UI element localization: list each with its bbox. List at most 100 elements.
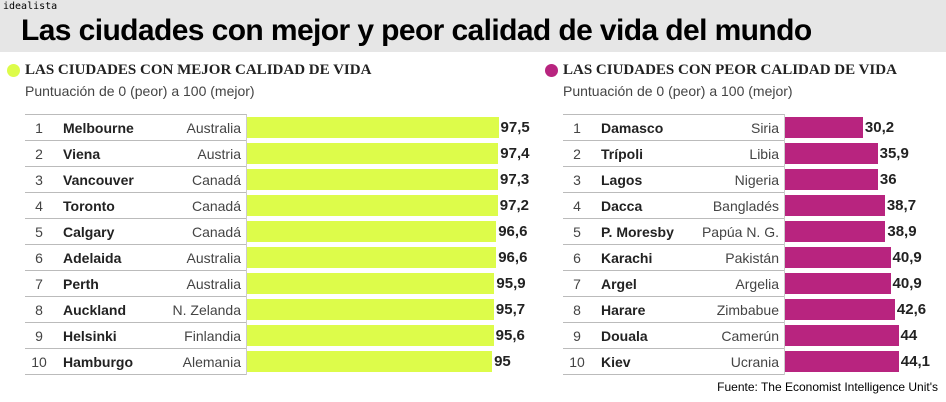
country-name: Australia bbox=[186, 276, 241, 292]
bar bbox=[785, 117, 863, 138]
value-label: 30,2 bbox=[864, 119, 895, 136]
value-label: 40,9 bbox=[892, 275, 922, 292]
rank-label: 1 bbox=[35, 120, 43, 136]
value-label: 97,4 bbox=[500, 145, 530, 162]
city-name: Damasco bbox=[601, 120, 664, 136]
bar bbox=[785, 351, 899, 372]
city-name: Douala bbox=[601, 328, 648, 344]
rank-label: 10 bbox=[31, 354, 47, 370]
value-label: 38,9 bbox=[887, 223, 917, 240]
table-row: 7 Argel Argelia bbox=[563, 271, 784, 297]
rank-label: 4 bbox=[573, 198, 581, 214]
value-label: 97,5 bbox=[500, 119, 530, 136]
rank-label: 8 bbox=[573, 302, 581, 318]
bar bbox=[785, 247, 891, 268]
rank-label: 1 bbox=[573, 120, 581, 136]
bar bbox=[785, 169, 878, 190]
panel-subtitle: Puntuación de 0 (peor) a 100 (mejor) bbox=[25, 83, 255, 99]
country-name: Argelia bbox=[735, 276, 779, 292]
rank-label: 9 bbox=[573, 328, 581, 344]
country-name: Alemania bbox=[182, 354, 241, 370]
city-name: Dacca bbox=[601, 198, 643, 214]
rank-label: 5 bbox=[573, 224, 581, 240]
table-row: 2 Viena Austria bbox=[25, 141, 246, 167]
table-row: 9 Helsinki Finlandia bbox=[25, 323, 246, 349]
bar bbox=[785, 299, 895, 320]
bar bbox=[247, 117, 499, 138]
rank-label: 2 bbox=[35, 146, 43, 162]
bar bbox=[785, 143, 878, 164]
rank-label: 6 bbox=[35, 250, 43, 266]
value-label: 36 bbox=[879, 171, 897, 188]
city-name: Argel bbox=[601, 276, 637, 292]
rank-label: 7 bbox=[35, 276, 43, 292]
table-row: 1 Damasco Siria bbox=[563, 115, 784, 141]
country-name: Zimbabue bbox=[716, 302, 779, 318]
table-row: 8 Auckland N. Zelanda bbox=[25, 297, 246, 323]
legend-dot-icon bbox=[7, 64, 20, 77]
value-label: 42,6 bbox=[896, 301, 927, 318]
bar bbox=[247, 169, 499, 190]
table-row: 10 Kiev Ucrania bbox=[563, 349, 784, 375]
table-row: 4 Dacca Bangladés bbox=[563, 193, 784, 219]
city-name: P. Moresby bbox=[601, 224, 674, 240]
rank-label: 10 bbox=[569, 354, 585, 370]
city-name: Toronto bbox=[63, 198, 115, 214]
city-name: Lagos bbox=[601, 172, 643, 188]
rank-label: 5 bbox=[35, 224, 43, 240]
country-name: Canadá bbox=[191, 198, 241, 214]
source-note: Fuente: The Economist Intelligence Unit'… bbox=[717, 380, 938, 394]
city-name: Calgary bbox=[63, 224, 115, 240]
value-label: 95 bbox=[494, 353, 511, 370]
rank-label: 4 bbox=[35, 198, 43, 214]
bar bbox=[247, 325, 494, 346]
table-row: 5 P. Moresby Papúa N. G. bbox=[563, 219, 784, 245]
table-row: 1 Melbourne Australia bbox=[25, 115, 246, 141]
value-label: 35,9 bbox=[879, 145, 909, 162]
bar bbox=[785, 195, 885, 216]
city-name: Trípoli bbox=[601, 146, 643, 162]
value-label: 44 bbox=[900, 327, 918, 344]
country-name: Pakistán bbox=[725, 250, 779, 266]
title-band bbox=[0, 0, 946, 52]
ranking-table: 1 Melbourne Australia 2 Viena Austria 3 Vancouv… bbox=[25, 114, 247, 375]
country-name: Libia bbox=[749, 146, 779, 162]
country-name: Papúa N. G. bbox=[701, 224, 779, 240]
table-row: 8 Harare Zimbabue bbox=[563, 297, 784, 323]
panel-subtitle: Puntuación de 0 (peor) a 100 (mejor) bbox=[563, 83, 793, 99]
city-name: Karachi bbox=[601, 250, 653, 266]
rank-label: 3 bbox=[35, 172, 43, 188]
table-row: 4 Toronto Canadá bbox=[25, 193, 246, 219]
value-label: 97,3 bbox=[500, 171, 530, 188]
city-name: Perth bbox=[63, 276, 99, 292]
table-row: 9 Douala Camerún bbox=[563, 323, 784, 349]
country-name: Australia bbox=[186, 250, 241, 266]
bar bbox=[247, 195, 498, 216]
country-name: Canadá bbox=[191, 172, 241, 188]
country-name: N. Zelanda bbox=[172, 302, 241, 318]
brand-logo: idealista bbox=[3, 1, 58, 12]
value-label: 40,9 bbox=[892, 249, 922, 266]
bar bbox=[785, 273, 891, 294]
rank-label: 8 bbox=[35, 302, 43, 318]
bar bbox=[247, 351, 493, 372]
table-row: 7 Perth Australia bbox=[25, 271, 246, 297]
bar bbox=[247, 247, 497, 268]
table-row: 5 Calgary Canadá bbox=[25, 219, 246, 245]
value-label: 97,2 bbox=[499, 197, 529, 214]
bar bbox=[785, 325, 899, 346]
table-row: 6 Adelaida Australia bbox=[25, 245, 246, 271]
country-name: Canadá bbox=[191, 224, 241, 240]
city-name: Harare bbox=[601, 302, 646, 318]
country-name: Nigeria bbox=[734, 172, 779, 188]
bar bbox=[247, 143, 499, 164]
country-name: Siria bbox=[750, 120, 779, 136]
country-name: Bangladés bbox=[712, 198, 779, 214]
value-label: 96,6 bbox=[498, 249, 528, 266]
bar bbox=[247, 273, 495, 294]
value-label: 95,6 bbox=[495, 327, 525, 344]
page-title: Las ciudades con mejor y peor calidad de… bbox=[21, 14, 812, 47]
country-name: Finlandia bbox=[184, 328, 241, 344]
country-name: Austria bbox=[197, 146, 241, 162]
panel-title: LAS CIUDADES CON PEOR CALIDAD DE VIDA bbox=[563, 62, 897, 78]
